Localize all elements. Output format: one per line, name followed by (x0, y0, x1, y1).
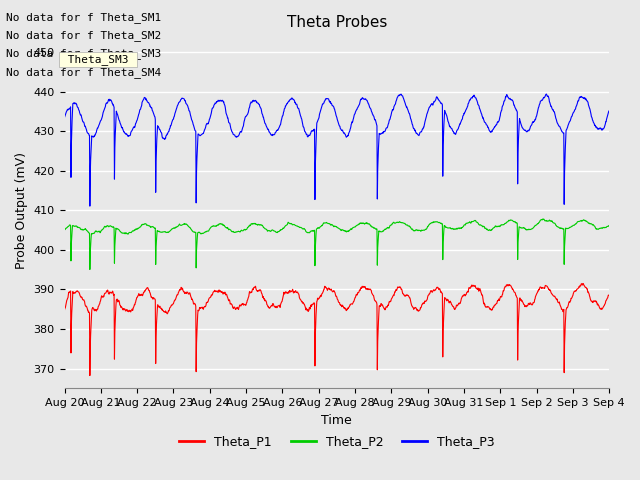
Legend: Theta_P1, Theta_P2, Theta_P3: Theta_P1, Theta_P2, Theta_P3 (174, 430, 500, 453)
Title: Theta Probes: Theta Probes (287, 15, 387, 30)
Y-axis label: Probe Output (mV): Probe Output (mV) (15, 152, 28, 269)
Text: Theta_SM3: Theta_SM3 (61, 54, 135, 65)
Text: No data for f Theta_SM3: No data for f Theta_SM3 (6, 48, 162, 60)
Text: No data for f Theta_SM2: No data for f Theta_SM2 (6, 30, 162, 41)
X-axis label: Time: Time (321, 414, 352, 427)
Text: No data for f Theta_SM1: No data for f Theta_SM1 (6, 12, 162, 23)
Text: No data for f Theta_SM4: No data for f Theta_SM4 (6, 67, 162, 78)
